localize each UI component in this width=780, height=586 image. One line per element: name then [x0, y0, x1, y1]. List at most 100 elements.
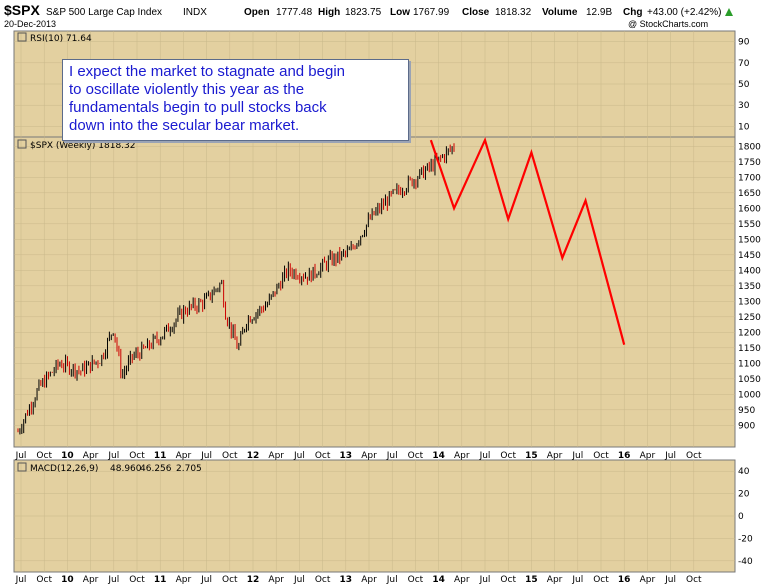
x-axis-ticks-price: Jul Oct 10 Apr Jul Oct 11 Apr Jul Oct 12 Apr Jul Oct 1… — [15, 451, 702, 461]
x-tick-label: Jul — [571, 575, 583, 585]
price-tick-label: 1300 — [738, 297, 761, 307]
x-tick-label: Oct — [593, 575, 609, 585]
rsi-tick-label: 70 — [738, 59, 750, 69]
rsi-title: RSI(10) 71.64 — [30, 34, 92, 44]
x-tick-label: Oct — [315, 451, 331, 461]
rsi-tick-label: 90 — [738, 38, 750, 48]
x-tick-label: Oct — [593, 451, 609, 461]
price-tick-label: 1350 — [738, 282, 761, 292]
x-tick-label: 10 — [61, 451, 74, 461]
x-tick-label: Oct — [500, 451, 516, 461]
price-tick-label: 1650 — [738, 189, 761, 199]
x-tick-label: 15 — [525, 575, 538, 585]
chg-label: Chg — [623, 7, 642, 18]
x-tick-label: Oct — [129, 575, 145, 585]
close-label: Close — [462, 7, 490, 18]
x-tick-label: Apr — [268, 451, 284, 461]
x-tick-label: Apr — [547, 575, 563, 585]
x-tick-label: Oct — [686, 575, 702, 585]
x-tick-label: Apr — [640, 451, 656, 461]
x-tick-label: Jul — [200, 575, 212, 585]
x-tick-label: Jul — [479, 575, 491, 585]
x-tick-label: Jul — [386, 451, 398, 461]
macd-tick-label: -40 — [738, 557, 753, 567]
x-tick-label: Apr — [176, 575, 192, 585]
x-tick-label: Oct — [36, 575, 52, 585]
x-tick-label: Jul — [15, 451, 27, 461]
price-tick-label: 1250 — [738, 313, 761, 323]
price-tick-label: 1050 — [738, 375, 761, 385]
price-tick-label: 1800 — [738, 142, 761, 152]
high-label: High — [318, 7, 340, 18]
x-tick-label: 13 — [340, 451, 353, 461]
x-tick-label: Oct — [36, 451, 52, 461]
price-tick-label: 1600 — [738, 204, 761, 214]
x-tick-label: Jul — [200, 451, 212, 461]
price-tick-label: 1150 — [738, 344, 761, 354]
x-tick-label: Jul — [293, 451, 305, 461]
annotation-text: I expect the market to stagnate and begi… — [69, 63, 346, 134]
symbol-label: $SPX — [4, 2, 40, 18]
price-tick-label: 1750 — [738, 158, 761, 168]
x-tick-label: Apr — [361, 451, 377, 461]
macd-tick-label: 20 — [738, 490, 750, 500]
x-tick-label: Jul — [571, 451, 583, 461]
rsi-tick-label: 50 — [738, 80, 750, 90]
price-tick-label: 1500 — [738, 235, 761, 245]
watermark: @ StockCharts.com — [628, 19, 708, 29]
macd-signal-value: 46.256 — [140, 464, 172, 474]
x-tick-label: 14 — [432, 451, 445, 461]
x-tick-label: 11 — [154, 575, 167, 585]
x-tick-label: Apr — [176, 451, 192, 461]
x-tick-label: Oct — [500, 575, 516, 585]
price-tick-label: 950 — [738, 406, 755, 416]
price-tick-label: 1450 — [738, 251, 761, 261]
up-arrow-icon — [725, 8, 733, 16]
x-tick-label: Apr — [83, 451, 99, 461]
projection-line — [429, 136, 626, 345]
chg-value: +43.00 (+2.42%) — [647, 7, 722, 18]
macd-tick-label: 0 — [738, 512, 744, 522]
x-tick-label: Oct — [315, 575, 331, 585]
annotation-callout: I expect the market to stagnate and begi… — [62, 59, 409, 141]
price-panel — [13, 136, 736, 448]
low-value: 1767.99 — [413, 7, 450, 18]
macd-histogram-value: 2.705 — [176, 464, 202, 474]
rsi-tick-label: 30 — [738, 101, 750, 111]
price-tick-label: 1100 — [738, 359, 761, 369]
x-tick-label: 11 — [154, 451, 167, 461]
price-tick-label: 1550 — [738, 220, 761, 230]
x-tick-label: Oct — [686, 451, 702, 461]
x-tick-label: 14 — [432, 575, 445, 585]
low-label: Low — [390, 7, 410, 18]
x-tick-label: Apr — [268, 575, 284, 585]
x-tick-label: Oct — [222, 451, 238, 461]
rsi-tick-label: 10 — [738, 122, 750, 132]
price-tick-label: 1700 — [738, 173, 761, 183]
volume-label: Volume — [542, 7, 578, 18]
x-tick-label: Oct — [408, 575, 424, 585]
x-tick-label: Apr — [547, 451, 563, 461]
ohlc-strip: Open 1777.48 High 1823.75 Low 1767.99 Cl… — [244, 7, 722, 18]
price-tick-label: 1200 — [738, 328, 761, 338]
macd-title: MACD(12,26,9) — [30, 464, 98, 474]
x-tick-label: Jul — [664, 451, 676, 461]
x-tick-label: Apr — [361, 575, 377, 585]
x-tick-label: Jul — [15, 575, 27, 585]
date-label: 20-Dec-2013 — [4, 19, 56, 29]
rsi-panel-icon — [17, 32, 27, 42]
x-tick-label: Jul — [107, 575, 119, 585]
x-tick-label: 16 — [618, 575, 631, 585]
x-tick-label: 10 — [61, 575, 74, 585]
close-value: 1818.32 — [495, 7, 532, 18]
x-tick-label: Jul — [107, 451, 119, 461]
x-axis-ticks-macd: Jul Oct 10 Apr Jul Oct 11 Apr Jul Oct 12 Apr Jul Oct 1… — [15, 575, 702, 585]
price-tick-label: 900 — [738, 421, 755, 431]
x-tick-label: Jul — [386, 575, 398, 585]
x-tick-label: Oct — [408, 451, 424, 461]
y-axis-ticks: 90 70 50 30 10 900 950 1000 1050 1100 1150 1200 1250… — [738, 38, 761, 567]
x-tick-label: Apr — [454, 575, 470, 585]
x-tick-label: Jul — [293, 575, 305, 585]
x-tick-label: 16 — [618, 451, 631, 461]
